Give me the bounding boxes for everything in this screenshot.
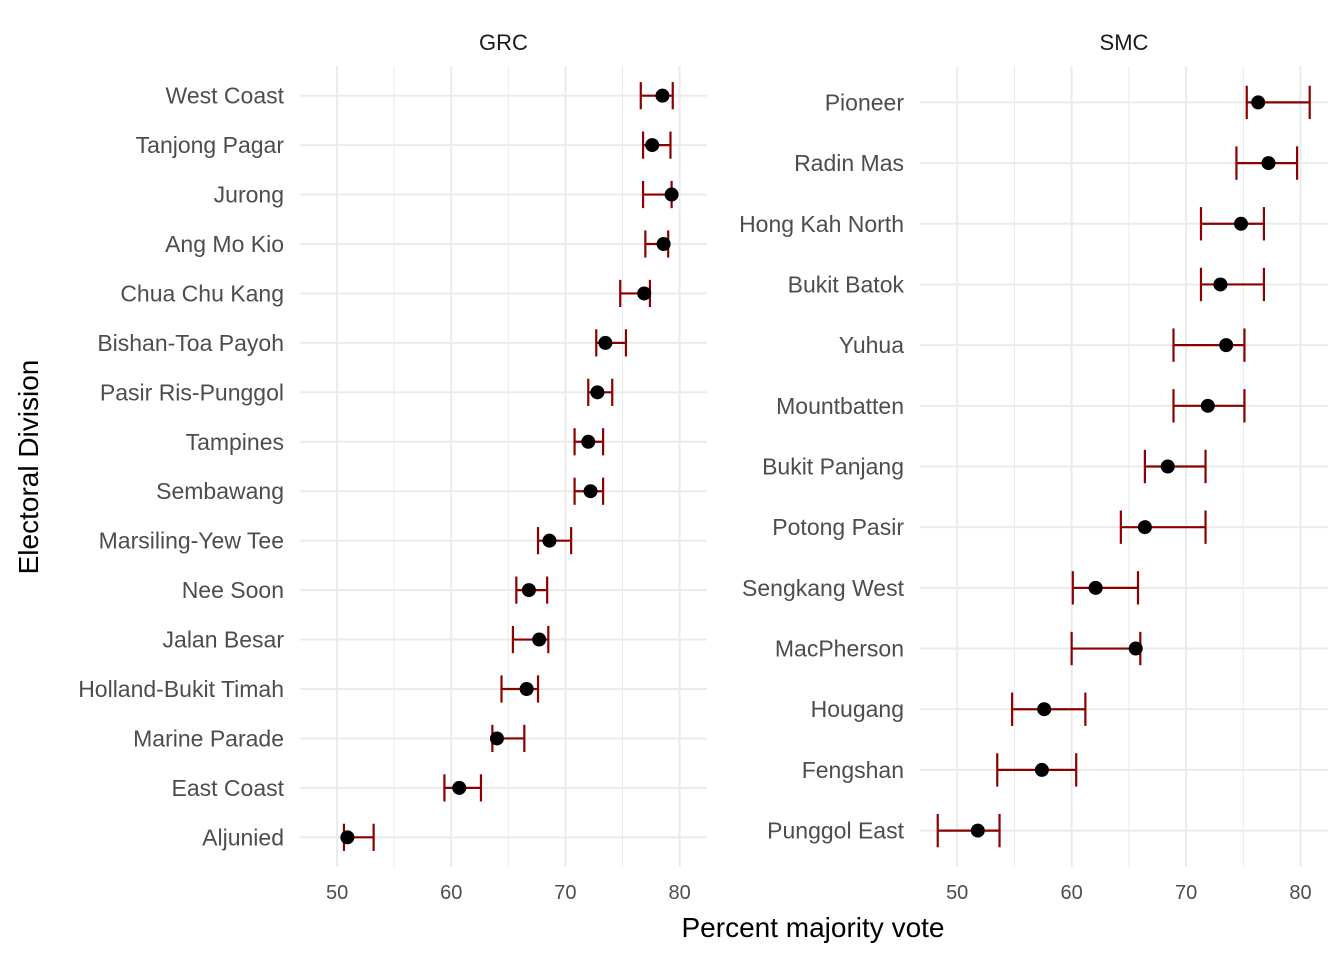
x-tick-label: 60 bbox=[440, 882, 462, 904]
data-point bbox=[489, 731, 504, 746]
y-tick-label: Sengkang West bbox=[742, 575, 905, 601]
data-point bbox=[340, 830, 355, 845]
y-tick-label: Sembawang bbox=[156, 478, 284, 504]
data-point bbox=[1261, 156, 1276, 171]
x-tick-label: 60 bbox=[1061, 882, 1083, 904]
error-bar bbox=[1199, 207, 1266, 241]
data-point bbox=[519, 682, 534, 696]
y-tick-label: Pasir Ris-Punggol bbox=[100, 379, 284, 405]
x-axis-title: Percent majority vote bbox=[682, 912, 945, 943]
y-tick-label: MacPherson bbox=[775, 636, 904, 662]
x-tick-label: 70 bbox=[1175, 882, 1197, 904]
data-point bbox=[656, 237, 671, 251]
data-point bbox=[1034, 762, 1049, 777]
facet-title: SMC bbox=[1100, 30, 1149, 55]
data-point bbox=[664, 187, 679, 202]
x-tick-label: 50 bbox=[946, 882, 968, 904]
data-point bbox=[1037, 702, 1052, 717]
x-tick-label: 80 bbox=[1289, 882, 1311, 904]
x-tick-label: 80 bbox=[668, 882, 690, 904]
data-point bbox=[970, 823, 985, 838]
y-tick-label: Hong Kah North bbox=[739, 211, 904, 237]
y-tick-label: Bukit Panjang bbox=[762, 454, 904, 480]
data-point bbox=[598, 335, 613, 350]
error-bar bbox=[1071, 571, 1140, 605]
y-tick-label: Punggol East bbox=[767, 818, 904, 844]
data-point bbox=[1213, 277, 1228, 292]
data-point bbox=[590, 385, 605, 400]
x-tick-label: 50 bbox=[326, 882, 348, 904]
y-tick-label: Marine Parade bbox=[133, 725, 284, 751]
panel-grc: 50 60 70 80 West Coast Tanjong Pagar Jurong Ang… bbox=[78, 30, 707, 904]
y-tick-label: Holland-Bukit Timah bbox=[78, 676, 284, 702]
data-point bbox=[1200, 398, 1215, 413]
y-tick-label: Tampines bbox=[186, 429, 284, 455]
y-tick-label: Radin Mas bbox=[794, 150, 904, 176]
data-point bbox=[1160, 459, 1175, 474]
y-tick-label: East Coast bbox=[172, 775, 285, 801]
y-tick-label: Aljunied bbox=[202, 824, 284, 850]
error-bar bbox=[936, 813, 1001, 848]
data-point bbox=[1088, 580, 1103, 595]
data-point bbox=[452, 780, 467, 795]
y-tick-label: Nee Soon bbox=[182, 577, 284, 603]
error-bar bbox=[1172, 328, 1246, 362]
y-tick-label: Ang Mo Kio bbox=[165, 231, 284, 257]
y-tick-label: Mountbatten bbox=[776, 393, 904, 419]
data-point bbox=[1234, 216, 1249, 231]
y-tick-label: Chua Chu Kang bbox=[120, 280, 284, 306]
y-tick-label: West Coast bbox=[166, 83, 285, 109]
data-point bbox=[583, 484, 598, 499]
panel-smc: 50 60 70 80 Pioneer Radin Mas Hong Kah North Bu… bbox=[739, 30, 1328, 904]
data-point bbox=[1251, 95, 1266, 110]
y-tick-label: Jurong bbox=[214, 182, 284, 208]
data-point bbox=[1219, 338, 1234, 353]
data-point bbox=[637, 286, 652, 301]
y-tick-label: Yuhua bbox=[839, 332, 904, 358]
data-point bbox=[1137, 520, 1152, 535]
y-tick-label: Bishan-Toa Payoh bbox=[97, 330, 284, 356]
data-point bbox=[645, 138, 660, 153]
y-tick-label: Bukit Batok bbox=[788, 271, 905, 297]
y-tick-label: Pioneer bbox=[825, 89, 905, 115]
error-bar bbox=[1199, 267, 1266, 302]
data-point bbox=[532, 632, 547, 647]
facet-title: GRC bbox=[479, 30, 528, 55]
y-tick-label: Marsiling-Yew Tee bbox=[99, 528, 284, 554]
y-axis-title: Electoral Division bbox=[13, 360, 44, 575]
y-tick-label: Jalan Besar bbox=[163, 627, 285, 653]
y-tick-label: Hougang bbox=[811, 696, 904, 722]
y-tick-label: Fengshan bbox=[802, 757, 904, 783]
y-tick-label: Potong Pasir bbox=[772, 514, 904, 540]
data-point bbox=[521, 583, 536, 598]
data-point bbox=[655, 88, 670, 103]
error-bar bbox=[1119, 510, 1207, 544]
data-point bbox=[1128, 641, 1143, 656]
data-point bbox=[581, 434, 596, 449]
x-tick-label: 70 bbox=[554, 882, 576, 904]
data-point bbox=[542, 533, 557, 548]
y-tick-label: Tanjong Pagar bbox=[136, 132, 285, 158]
error-bar bbox=[1143, 449, 1207, 484]
